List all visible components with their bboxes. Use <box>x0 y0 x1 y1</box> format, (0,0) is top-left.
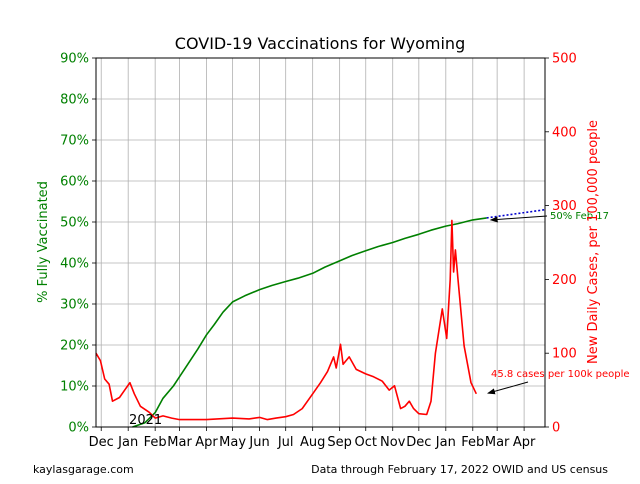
y-left-tick-label: 30% <box>60 298 89 313</box>
series-layer <box>95 208 546 428</box>
y-right-tick-label: 200 <box>552 273 577 288</box>
y-left-tick-label: 60% <box>60 175 89 190</box>
y-left-tick-label: 90% <box>60 52 89 67</box>
y-left-tick-label: 40% <box>60 257 89 272</box>
plot-frame <box>95 57 546 428</box>
y-left-tick-label: 80% <box>60 93 89 108</box>
y-right-tick-label: 500 <box>552 52 577 67</box>
x-tick-label: Feb <box>144 435 167 450</box>
chart-title: COVID-19 Vaccinations for Wyoming <box>175 34 465 53</box>
x-tick-label: Apr <box>513 435 536 450</box>
y-left-tick-label: 0% <box>68 421 89 436</box>
y-left-tick-label: 10% <box>60 380 89 395</box>
annotation-vaccination: 50% Feb 17 <box>550 211 609 222</box>
x-tick-label: May <box>219 435 246 450</box>
footer-left: kaylasgarage.com <box>33 463 134 476</box>
footer-right: Data through February 17, 2022 OWID and … <box>311 463 608 476</box>
y-left-tick-label: 20% <box>60 339 89 354</box>
ticks: 0% 10% 20% 30% 40% 50% 60% 70% 80% 90% 0 100 200 300 4… <box>60 52 577 451</box>
series-line-1 <box>132 217 487 428</box>
grid <box>96 57 545 428</box>
y-left-label: % Fully Vaccinated <box>36 181 51 303</box>
x-tick-label: Jun <box>248 435 269 450</box>
y-left-tick-label: 50% <box>60 216 89 231</box>
y-right-tick-label: 0 <box>552 421 560 436</box>
y-right-tick-label: 300 <box>552 199 577 214</box>
x-tick-label: Feb <box>461 435 484 450</box>
y-right-tick-label: 100 <box>552 347 577 362</box>
y-right-tick-label: 400 <box>552 125 577 140</box>
year-label: 2021 <box>129 413 162 428</box>
annotation-arrow-cases <box>486 381 529 395</box>
x-tick-label: Sep <box>327 435 352 450</box>
x-tick-label: Jan <box>435 435 456 450</box>
annotation-arrow-vaccination <box>489 215 548 223</box>
x-tick-label: Jul <box>277 435 294 450</box>
y-left-tick-label: 70% <box>60 134 89 149</box>
x-tick-label: Aug <box>300 435 325 450</box>
x-tick-label: Oct <box>355 435 377 450</box>
x-tick-label: Apr <box>195 435 218 450</box>
annotation-cases: 45.8 cases per 100k people <box>491 369 630 380</box>
x-tick-label: Dec <box>89 435 114 450</box>
y-right-label: New Daily Cases, per 100,000 people <box>586 120 601 364</box>
annotations: 50% Feb 17 45.8 cases per 100k people <box>486 211 630 395</box>
x-tick-label: Mar <box>167 435 192 450</box>
series-line-3 <box>95 219 478 421</box>
x-tick-label: Jan <box>117 435 138 450</box>
x-tick-label: Nov <box>380 435 406 450</box>
x-tick-label: Dec <box>406 435 431 450</box>
x-tick-label: Mar <box>485 435 510 450</box>
